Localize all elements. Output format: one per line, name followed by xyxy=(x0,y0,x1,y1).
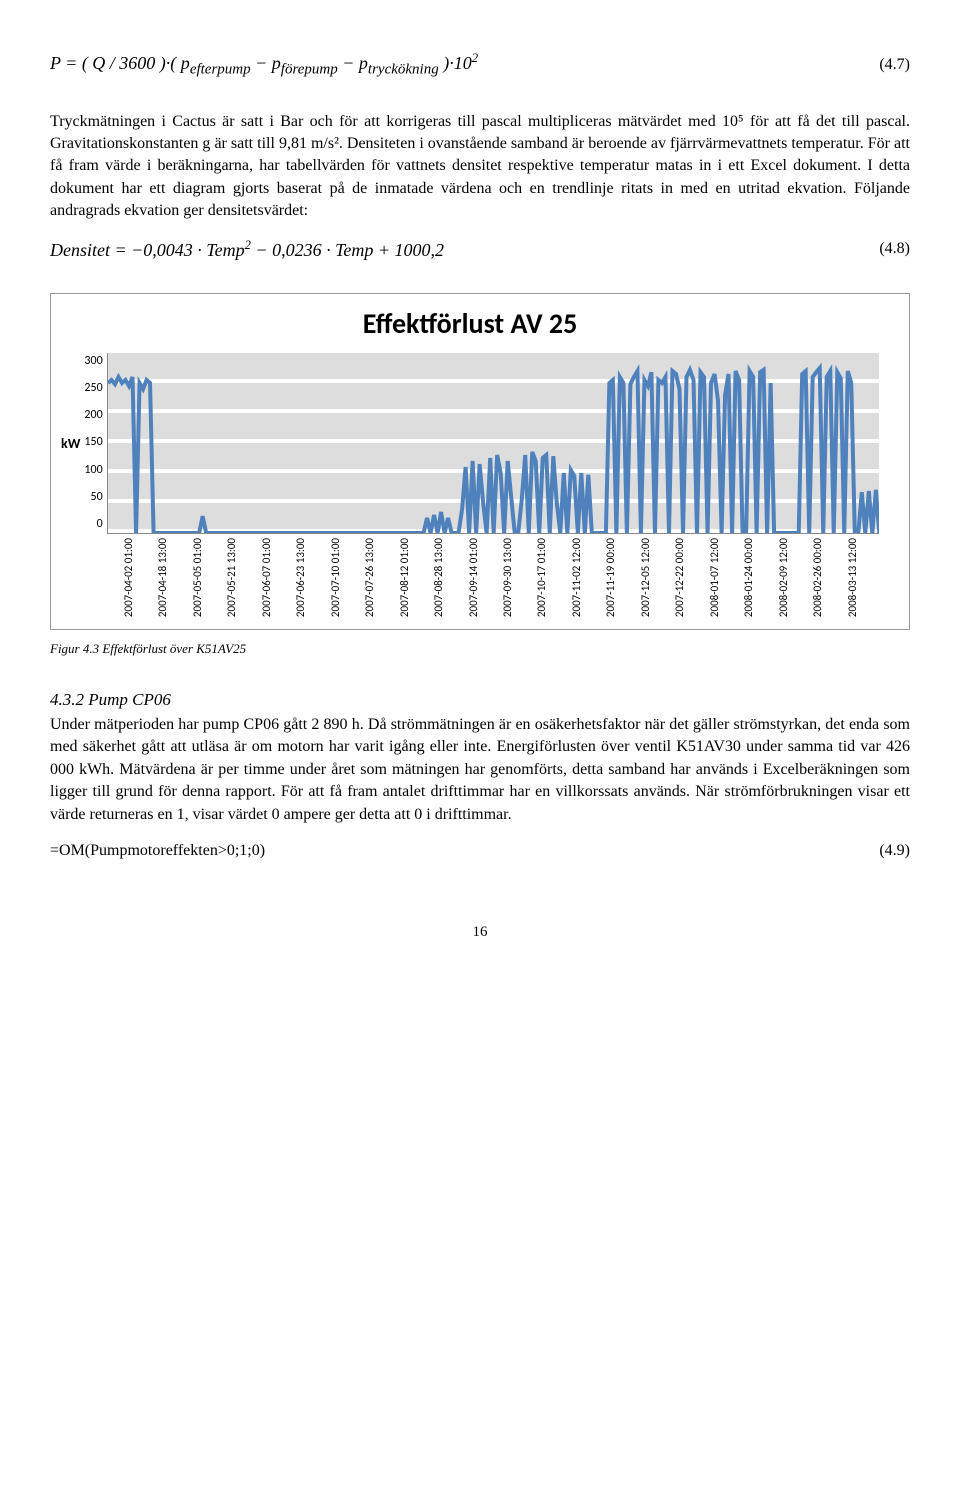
chart-xtick: 2007-11-19 00:00 xyxy=(603,538,637,619)
chart-xtick: 2007-05-05 01:00 xyxy=(190,538,224,619)
chart-xtick: 2007-04-02 01:00 xyxy=(121,538,155,619)
equation-4-7: P = ( Q / 3600 )·( pefterpump − pförepum… xyxy=(50,50,910,81)
chart-xtick: 2007-09-30 13:00 xyxy=(500,538,534,619)
equation-4-8: Densitet = −0,0043 · Temp2 − 0,0236 · Te… xyxy=(50,237,910,263)
chart-ytick: 50 xyxy=(84,489,102,506)
equation-4-7-expr: P = ( Q / 3600 )·( pefterpump − pförepum… xyxy=(50,50,478,81)
chart-xtick: 2007-06-07 01:00 xyxy=(259,538,293,619)
chart-xtick: 2007-05-21 13:00 xyxy=(224,538,258,619)
chart-ytick: 250 xyxy=(84,380,102,397)
chart-xtick: 2008-03-13 12:00 xyxy=(845,538,879,619)
equation-4-8-expr: Densitet = −0,0043 · Temp2 − 0,0236 · Te… xyxy=(50,237,444,263)
chart-xtick: 2007-07-26 13:00 xyxy=(362,538,396,619)
chart-xtick: 2007-08-28 13:00 xyxy=(431,538,465,619)
chart-xtick: 2007-09-14 01:00 xyxy=(466,538,500,619)
figure-caption: Figur 4.3 Effektförlust över K51AV25 xyxy=(50,640,910,658)
paragraph-2: Under mätperioden har pump CP06 gått 2 8… xyxy=(50,714,910,826)
chart-ytick: 100 xyxy=(84,462,102,479)
chart-xtick: 2007-12-22 00:00 xyxy=(672,538,706,619)
equation-4-8-num: (4.8) xyxy=(879,238,910,260)
chart-ytick: 150 xyxy=(84,434,102,451)
equation-4-7-num: (4.7) xyxy=(879,54,910,76)
chart-xtick: 2007-12-05 12:00 xyxy=(638,538,672,619)
chart-yaxis: 300 250 200 150 100 50 0 xyxy=(84,353,106,533)
equation-4-9-expr: =OM(Pumpmotoreffekten>0;1;0) xyxy=(50,840,265,862)
chart-xtick: 2008-01-07 12:00 xyxy=(707,538,741,619)
equation-4-9: =OM(Pumpmotoreffekten>0;1;0) (4.9) xyxy=(50,840,910,862)
paragraph-1: Tryckmätningen i Cactus är satt i Bar oc… xyxy=(50,111,910,223)
chart-xaxis: 2007-04-02 01:002007-04-18 13:002007-05-… xyxy=(121,538,879,619)
chart-xtick: 2007-04-18 13:00 xyxy=(155,538,189,619)
chart-xtick: 2007-07-10 01:00 xyxy=(328,538,362,619)
chart-xtick: 2007-06-23 13:00 xyxy=(293,538,327,619)
chart-xtick: 2008-01-24 00:00 xyxy=(741,538,775,619)
chart-xtick: 2007-11-02 12:00 xyxy=(569,538,603,619)
chart-xtick: 2008-02-09 12:00 xyxy=(776,538,810,619)
chart-xtick: 2007-10-17 01:00 xyxy=(534,538,568,619)
page-number: 16 xyxy=(50,922,910,943)
chart-ytick: 300 xyxy=(84,353,102,370)
chart-ytick: 0 xyxy=(84,516,102,533)
chart-plot-area xyxy=(107,353,879,534)
equation-4-9-num: (4.9) xyxy=(879,840,910,862)
chart-ytick: 200 xyxy=(84,407,102,424)
chart-ylabel: kW xyxy=(61,353,84,534)
chart-effektforlust: Effektförlust AV 25 kW 300 250 200 150 100 50… xyxy=(50,293,910,630)
section-heading-4-3-2: 4.3.2 Pump CP06 xyxy=(50,688,910,712)
chart-title: Effektförlust AV 25 xyxy=(61,304,879,343)
chart-xtick: 2007-08-12 01:00 xyxy=(397,538,431,619)
chart-xtick: 2008-02-26 00:00 xyxy=(810,538,844,619)
